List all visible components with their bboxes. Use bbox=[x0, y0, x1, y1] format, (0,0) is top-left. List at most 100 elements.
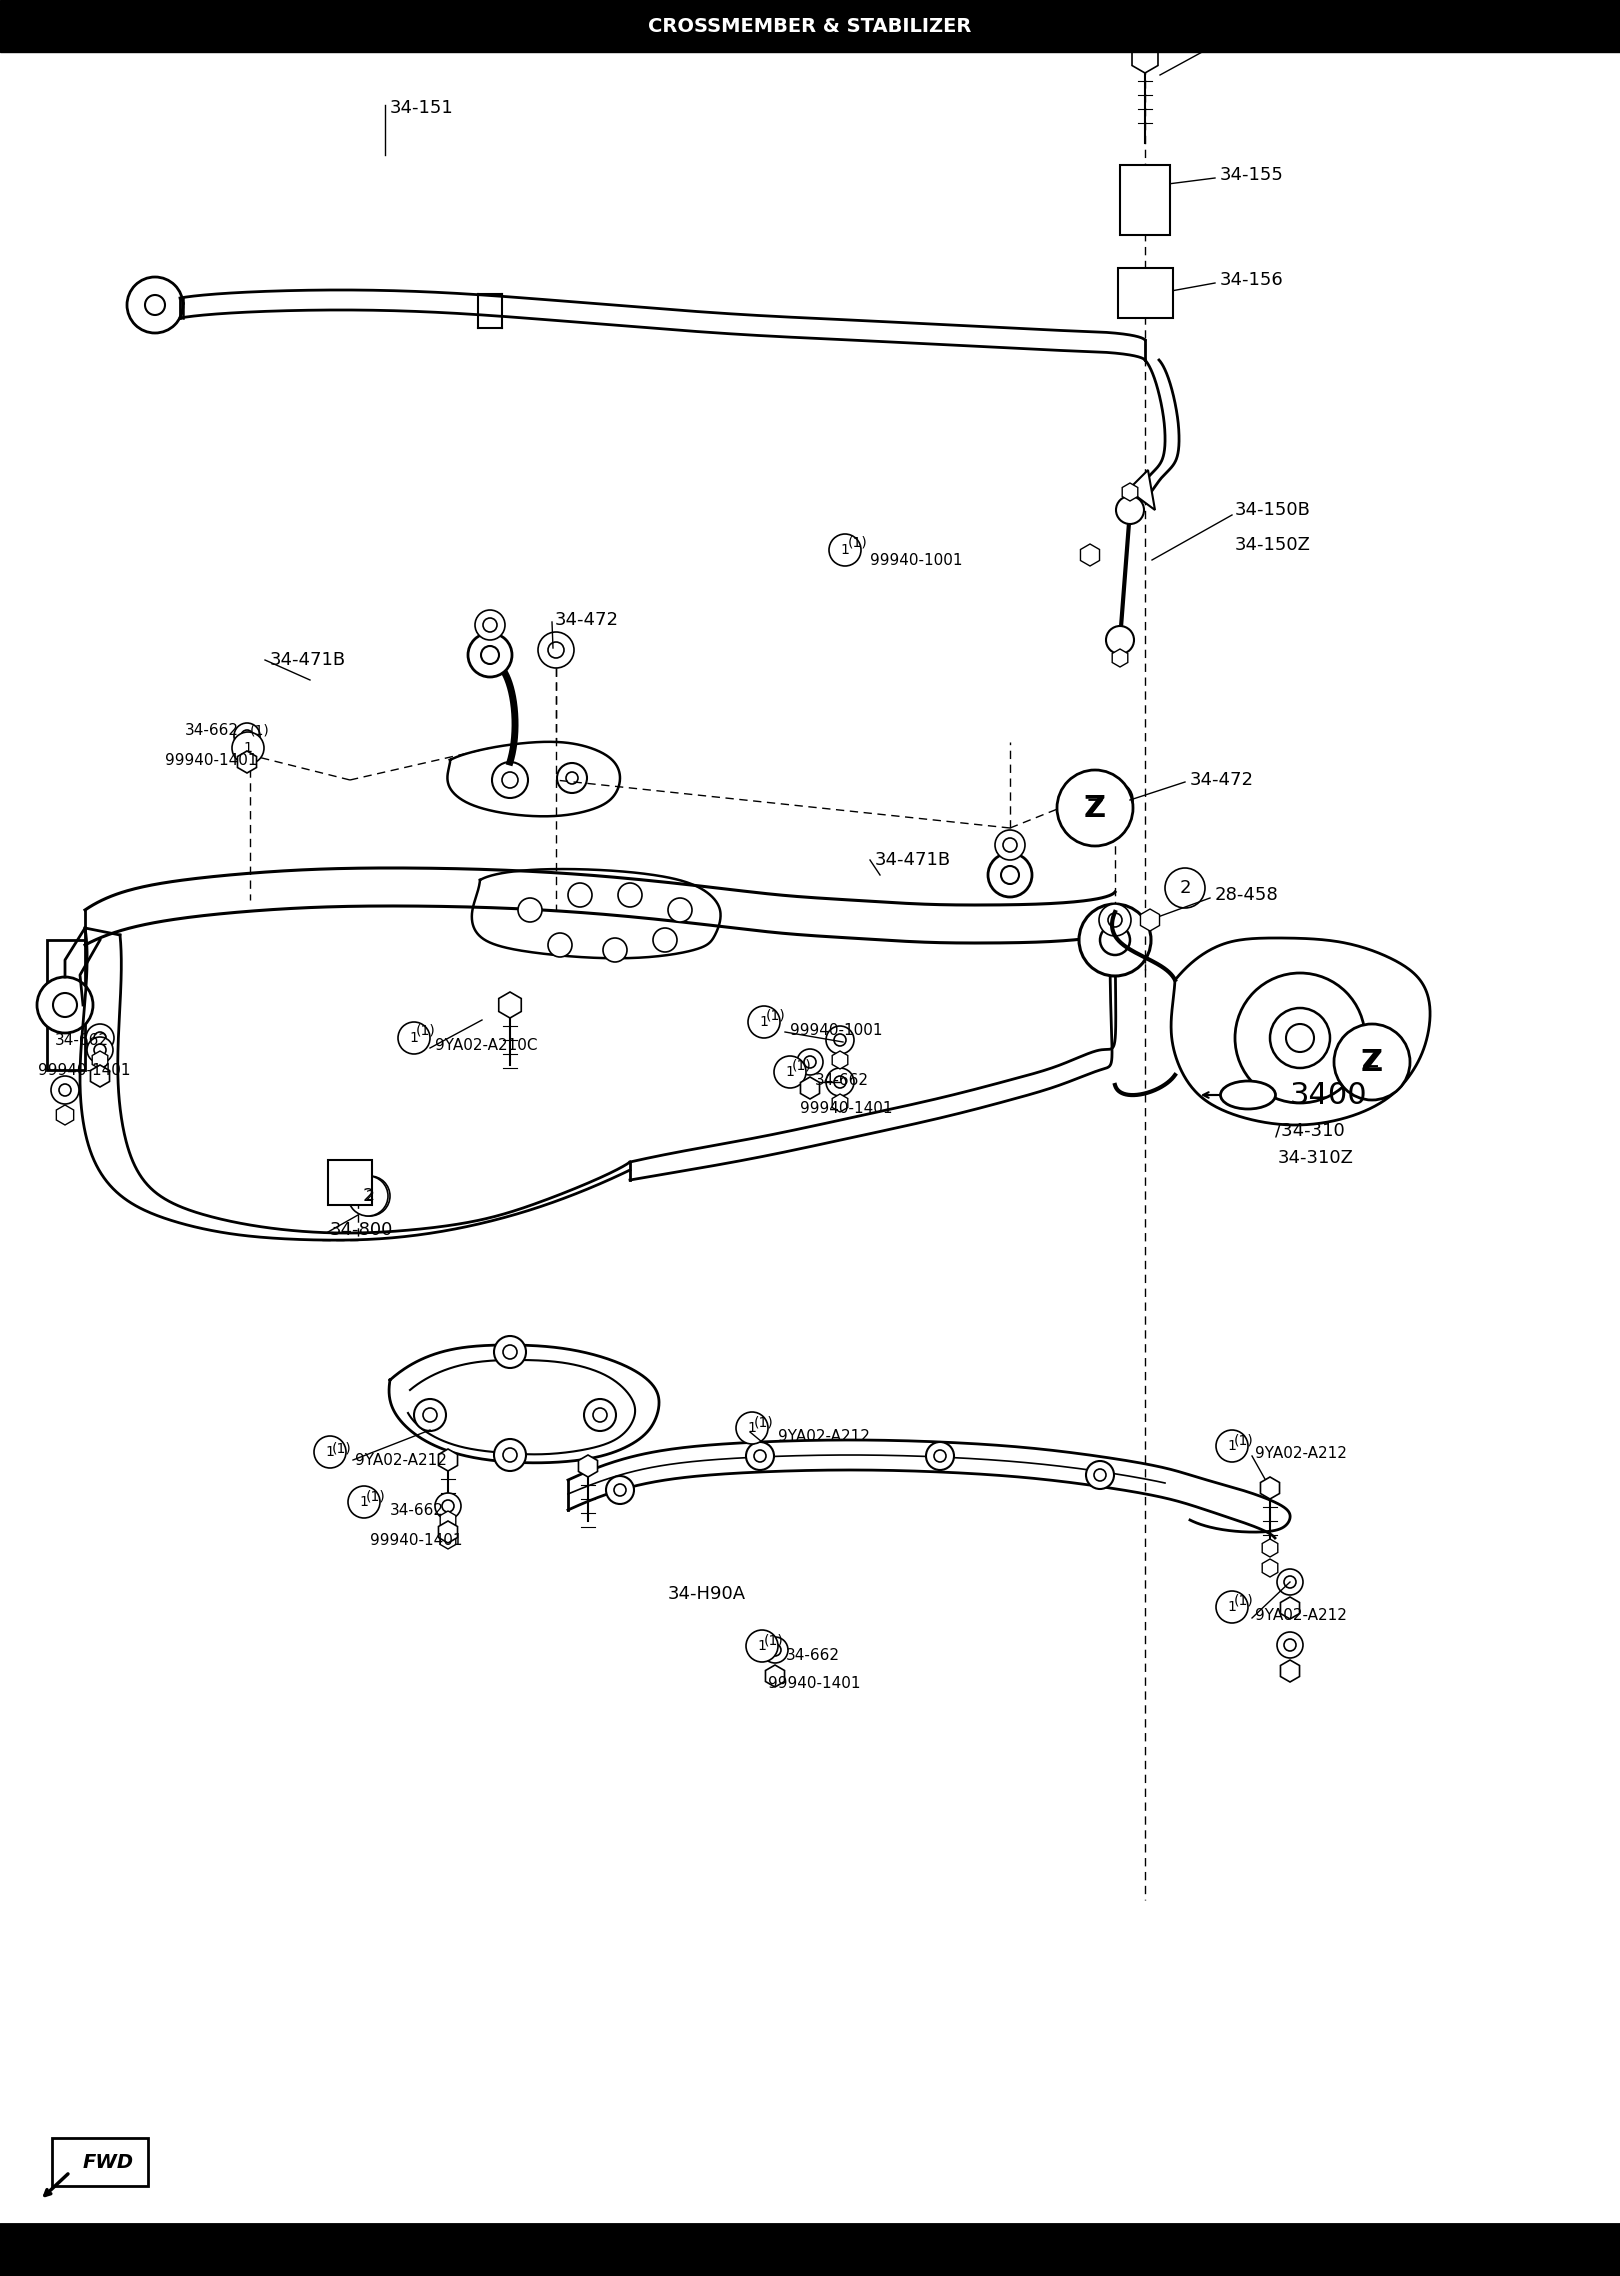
Text: 1: 1 bbox=[760, 1015, 768, 1029]
Circle shape bbox=[442, 1525, 454, 1539]
Text: 9YA02-A212: 9YA02-A212 bbox=[778, 1429, 870, 1443]
Circle shape bbox=[436, 1493, 462, 1518]
Text: (1): (1) bbox=[249, 724, 271, 737]
Text: 34-150B: 34-150B bbox=[1234, 501, 1311, 519]
Text: 9YA02-A212: 9YA02-A212 bbox=[1256, 1445, 1346, 1461]
Polygon shape bbox=[91, 1065, 110, 1088]
Circle shape bbox=[1106, 626, 1134, 653]
Circle shape bbox=[96, 1056, 105, 1065]
Circle shape bbox=[770, 1643, 781, 1657]
Text: (1): (1) bbox=[366, 1489, 386, 1502]
Circle shape bbox=[1304, 976, 1328, 1001]
Circle shape bbox=[37, 976, 92, 1033]
Circle shape bbox=[94, 1070, 105, 1081]
Text: Z: Z bbox=[1361, 1047, 1379, 1072]
Circle shape bbox=[834, 1033, 846, 1047]
Circle shape bbox=[582, 1459, 595, 1473]
Circle shape bbox=[348, 1177, 389, 1215]
Circle shape bbox=[1285, 1602, 1296, 1614]
Text: (1): (1) bbox=[765, 1632, 784, 1648]
Circle shape bbox=[58, 1083, 71, 1097]
Circle shape bbox=[232, 733, 264, 765]
Polygon shape bbox=[1128, 471, 1155, 510]
Text: 34-151: 34-151 bbox=[390, 98, 454, 116]
Circle shape bbox=[1217, 1591, 1247, 1623]
Circle shape bbox=[797, 1049, 823, 1074]
Circle shape bbox=[1116, 653, 1124, 662]
Bar bbox=[1118, 269, 1173, 319]
Text: /34-310: /34-310 bbox=[1275, 1122, 1345, 1138]
Polygon shape bbox=[1280, 1598, 1299, 1618]
Circle shape bbox=[1128, 275, 1163, 312]
Text: 1: 1 bbox=[410, 1031, 418, 1045]
Text: (1): (1) bbox=[792, 1058, 812, 1072]
Circle shape bbox=[826, 1026, 854, 1054]
Circle shape bbox=[399, 1022, 429, 1054]
Circle shape bbox=[1094, 1468, 1106, 1482]
Circle shape bbox=[233, 724, 259, 749]
Circle shape bbox=[50, 1077, 79, 1104]
Circle shape bbox=[834, 1077, 846, 1088]
Ellipse shape bbox=[1220, 1081, 1275, 1108]
Circle shape bbox=[761, 1636, 787, 1664]
Circle shape bbox=[935, 1450, 946, 1461]
Circle shape bbox=[444, 1536, 452, 1545]
Polygon shape bbox=[1260, 1477, 1280, 1500]
Bar bbox=[47, 940, 84, 1070]
Text: (1): (1) bbox=[753, 1416, 774, 1429]
Text: (1): (1) bbox=[332, 1441, 352, 1454]
Circle shape bbox=[804, 1081, 816, 1095]
Text: 99940-1401: 99940-1401 bbox=[800, 1102, 893, 1115]
Circle shape bbox=[1144, 915, 1155, 926]
Text: 1: 1 bbox=[758, 1639, 766, 1652]
Text: 34-155: 34-155 bbox=[1220, 166, 1285, 184]
Text: 99940-1401: 99940-1401 bbox=[165, 753, 258, 767]
Circle shape bbox=[126, 278, 183, 332]
Circle shape bbox=[1165, 867, 1205, 908]
Circle shape bbox=[557, 762, 586, 792]
Polygon shape bbox=[1132, 43, 1158, 73]
Text: 2: 2 bbox=[366, 1188, 374, 1204]
Polygon shape bbox=[833, 1052, 847, 1070]
Circle shape bbox=[1097, 783, 1132, 817]
Circle shape bbox=[94, 1031, 105, 1045]
Circle shape bbox=[481, 646, 499, 665]
Circle shape bbox=[415, 1400, 446, 1432]
Text: 34-662: 34-662 bbox=[815, 1072, 868, 1088]
Text: 34-H90A: 34-H90A bbox=[667, 1584, 747, 1602]
Circle shape bbox=[829, 535, 860, 567]
Text: 1: 1 bbox=[360, 1495, 368, 1509]
Circle shape bbox=[1116, 496, 1144, 523]
Text: 9YA02-A212: 9YA02-A212 bbox=[355, 1452, 447, 1468]
Text: 34-156: 34-156 bbox=[1220, 271, 1283, 289]
Circle shape bbox=[735, 1411, 768, 1443]
Text: 34-471B: 34-471B bbox=[271, 651, 347, 669]
Text: 34-662: 34-662 bbox=[185, 721, 240, 737]
Bar bbox=[52, 2137, 147, 2185]
Text: 34-662: 34-662 bbox=[390, 1502, 444, 1518]
Polygon shape bbox=[1081, 544, 1100, 567]
Circle shape bbox=[1108, 913, 1123, 926]
Circle shape bbox=[518, 899, 543, 922]
Text: 34-800: 34-800 bbox=[330, 1220, 394, 1238]
Text: 1: 1 bbox=[841, 544, 849, 558]
Circle shape bbox=[1286, 1024, 1314, 1052]
Bar bbox=[0, 0, 1620, 52]
Text: 9YA02-A210C: 9YA02-A210C bbox=[436, 1038, 538, 1052]
Circle shape bbox=[475, 610, 505, 640]
Circle shape bbox=[745, 1443, 774, 1470]
Circle shape bbox=[94, 1045, 105, 1056]
Text: 1: 1 bbox=[747, 1420, 757, 1434]
Text: (1): (1) bbox=[1234, 1593, 1254, 1607]
Circle shape bbox=[348, 1486, 381, 1518]
Circle shape bbox=[583, 1400, 616, 1432]
Polygon shape bbox=[833, 1095, 847, 1113]
Text: 1: 1 bbox=[326, 1445, 334, 1459]
Polygon shape bbox=[1280, 1659, 1299, 1682]
Circle shape bbox=[606, 1477, 633, 1504]
Circle shape bbox=[1132, 7, 1178, 50]
Circle shape bbox=[502, 1345, 517, 1359]
Circle shape bbox=[502, 1448, 517, 1461]
Circle shape bbox=[87, 1038, 113, 1063]
Polygon shape bbox=[1123, 483, 1137, 501]
